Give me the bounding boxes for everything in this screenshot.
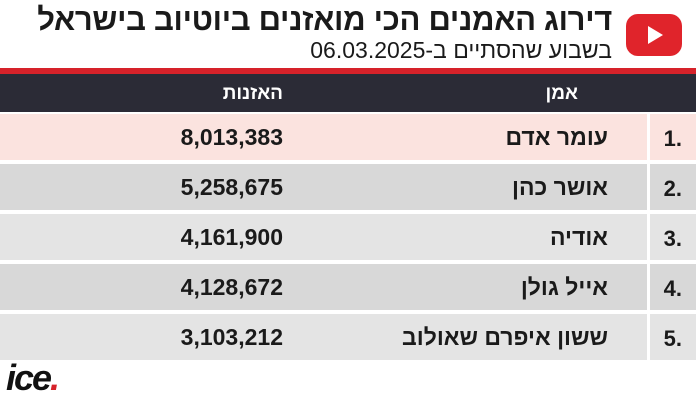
table-row: 2. אושר כהן 5,258,675 bbox=[0, 164, 696, 210]
rank-cell: 4. bbox=[647, 264, 696, 310]
ice-logo-text: ice bbox=[6, 357, 52, 398]
artist-name: אייל גולן bbox=[520, 274, 608, 300]
rank-number: 2. bbox=[663, 176, 682, 201]
page-subtitle: בשבוע שהסתיים ב-06.03.2025 bbox=[310, 37, 612, 63]
table-header: אמן האזנות bbox=[0, 74, 696, 112]
table-row: 4. אייל גולן 4,128,672 bbox=[0, 264, 696, 310]
page-title: דירוג האמנים הכי מואזנים ביוטיוב בישראל bbox=[37, 2, 612, 37]
artist-name: עומר אדם bbox=[505, 124, 608, 150]
rank-number: 5. bbox=[663, 326, 682, 351]
ice-logo-dot: . bbox=[50, 357, 60, 398]
rank-number: 3. bbox=[663, 226, 682, 251]
rank-cell: 3. bbox=[647, 214, 696, 260]
artist-name: ששון איפרם שאולוב bbox=[402, 324, 608, 350]
column-header-listens: האזנות bbox=[222, 83, 283, 104]
listens-count: 8,013,383 bbox=[180, 124, 283, 150]
listens-count: 3,103,212 bbox=[180, 324, 283, 350]
rank-number: 1. bbox=[663, 126, 682, 151]
column-header-artist: אמן bbox=[545, 83, 579, 104]
ranking-table: 1. עומר אדם 8,013,383 2. אושר כהן 5,258,… bbox=[0, 114, 696, 364]
rank-cell: 5. bbox=[647, 314, 696, 360]
artist-name: אודיה bbox=[549, 224, 608, 250]
rank-cell: 1. bbox=[647, 114, 696, 160]
listens-count: 5,258,675 bbox=[180, 174, 283, 200]
youtube-play-icon bbox=[626, 14, 682, 56]
ice-logo: ice. bbox=[6, 357, 60, 398]
artist-name: אושר כהן bbox=[512, 174, 608, 200]
header: דירוג האמנים הכי מואזנים ביוטיוב בישראל … bbox=[0, 0, 696, 68]
rank-cell: 2. bbox=[647, 164, 696, 210]
rank-number: 4. bbox=[663, 276, 682, 301]
table-row: 5. ששון איפרם שאולוב 3,103,212 bbox=[0, 314, 696, 360]
listens-count: 4,128,672 bbox=[180, 274, 283, 300]
table-row: 1. עומר אדם 8,013,383 bbox=[0, 114, 696, 160]
header-divider bbox=[0, 68, 696, 74]
listens-count: 4,161,900 bbox=[180, 224, 283, 250]
table-row: 3. אודיה 4,161,900 bbox=[0, 214, 696, 260]
